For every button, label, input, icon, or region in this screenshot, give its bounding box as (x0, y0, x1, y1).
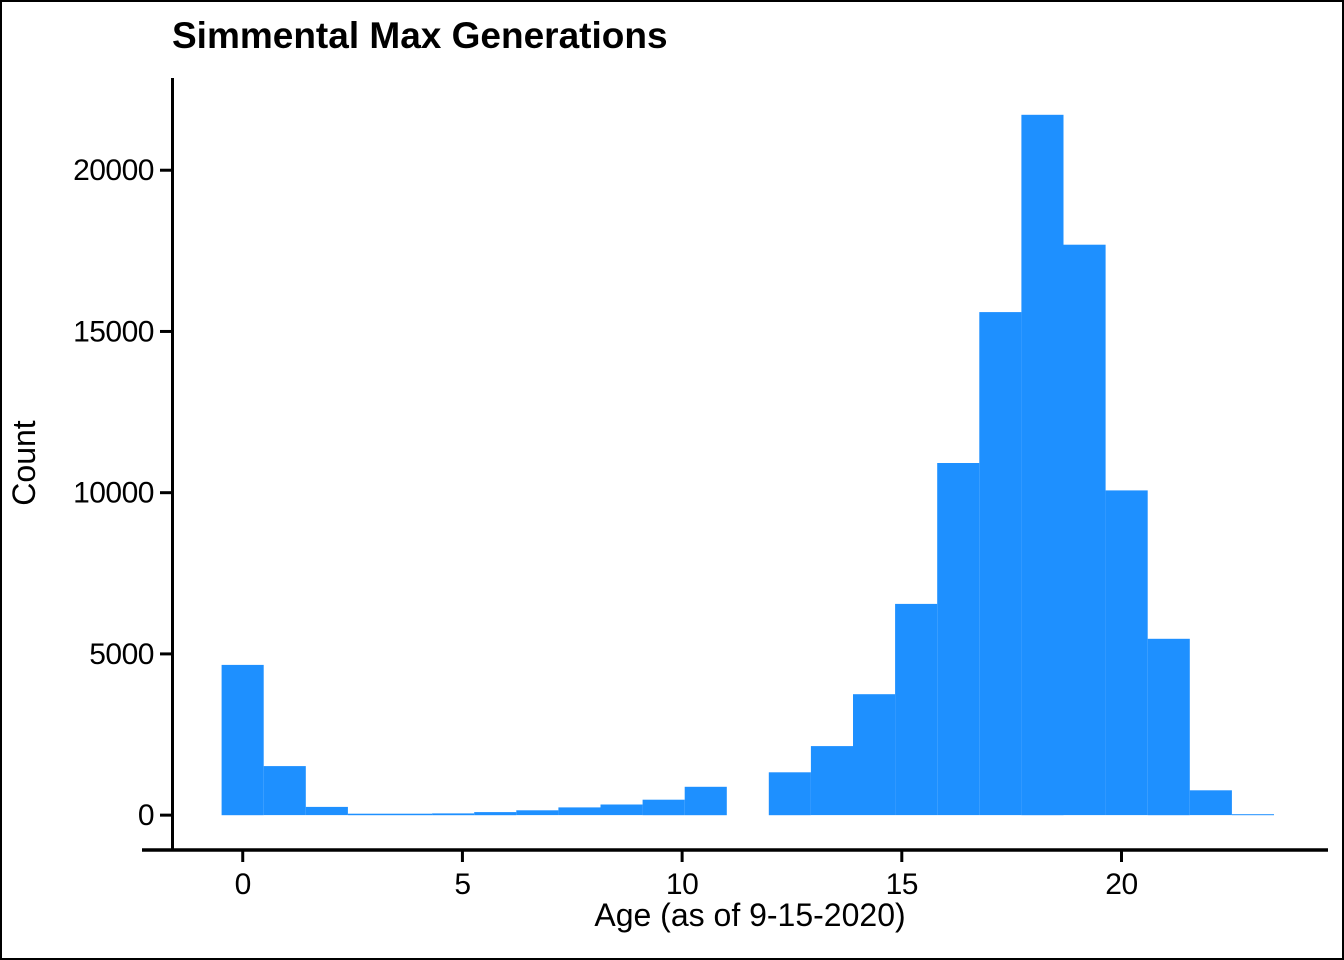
histogram-bar (263, 766, 306, 816)
histogram-bar (221, 664, 264, 816)
y-tick-label: 0 (138, 799, 154, 832)
y-tick-label: 5000 (89, 638, 154, 671)
bars-group (221, 114, 1274, 816)
x-tick-label: 10 (666, 868, 698, 901)
y-tick-label: 15000 (73, 315, 154, 348)
histogram-bar (390, 813, 433, 816)
histogram-bar (1105, 490, 1148, 816)
axes-group: 0 5 10 15 20 0 5000 10000 15000 20000 (73, 78, 1328, 901)
y-tick-label: 10000 (73, 477, 154, 510)
histogram-bar (600, 804, 643, 816)
histogram-bar (432, 813, 475, 816)
x-tick-label: 15 (886, 868, 918, 901)
histogram-bar (810, 746, 853, 816)
histogram-bar (347, 813, 390, 816)
histogram-bar (1147, 638, 1190, 816)
histogram-bar (305, 806, 348, 816)
histogram-bar (768, 772, 811, 816)
histogram-bar (1231, 814, 1274, 816)
y-tick-label: 20000 (73, 154, 154, 187)
histogram-bar (642, 799, 685, 816)
histogram-bar (558, 807, 601, 816)
histogram-bar (1021, 114, 1064, 816)
x-tick-label: 5 (454, 868, 470, 901)
histogram-bar (979, 312, 1022, 816)
histogram-bar (895, 603, 938, 816)
histogram-bar (1189, 790, 1232, 816)
histogram-bar (684, 786, 727, 816)
y-axis-label: Count (6, 420, 42, 506)
histogram-bar (937, 463, 980, 816)
histogram-bar (474, 812, 517, 816)
histogram-bar (1063, 244, 1106, 816)
chart-title: Simmental Max Generations (172, 15, 668, 56)
x-tick-label: 0 (235, 868, 251, 901)
x-axis-label: Age (as of 9-15-2020) (594, 897, 905, 933)
x-tick-label: 20 (1105, 868, 1137, 901)
histogram-bar (853, 694, 896, 816)
histogram-bar (516, 810, 559, 816)
